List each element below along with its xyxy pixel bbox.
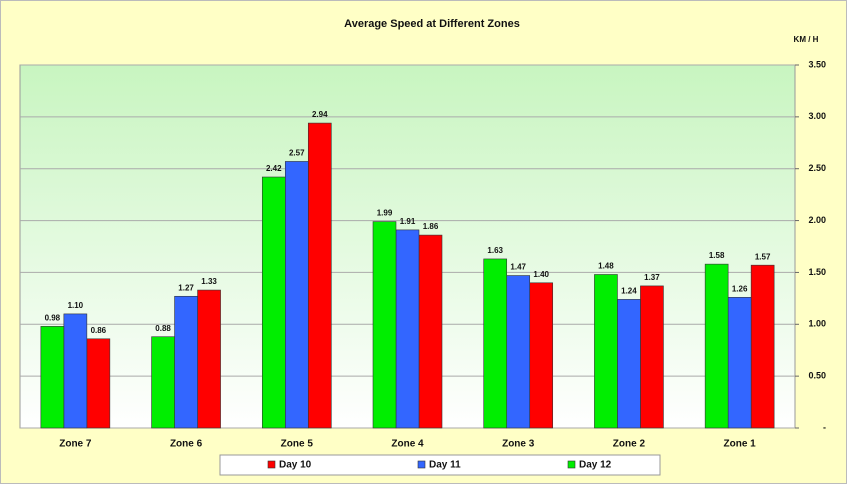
bar xyxy=(284,161,309,429)
bar xyxy=(86,338,111,429)
y-tick-label: 3.50 xyxy=(808,59,826,69)
bar xyxy=(151,336,175,429)
y-tick-label: 1.50 xyxy=(808,267,826,277)
bar xyxy=(372,221,397,429)
value-label: 1.86 xyxy=(423,222,439,231)
x-tick-label: Zone 5 xyxy=(281,439,314,450)
bar xyxy=(750,264,775,429)
value-label: 1.33 xyxy=(201,277,217,286)
legend-swatch xyxy=(267,460,276,469)
value-label: 1.24 xyxy=(621,287,637,296)
bar xyxy=(63,313,88,429)
y-tick-label: 2.50 xyxy=(808,163,826,173)
value-label: 1.57 xyxy=(755,252,771,261)
bar xyxy=(483,258,508,429)
legend-label: Day 12 xyxy=(579,460,612,471)
chart-title: Average Speed at Different Zones xyxy=(344,18,520,30)
y-axis-label: KM / H xyxy=(794,35,819,44)
x-tick-label: Zone 3 xyxy=(502,439,535,450)
y-tick-label: 1.00 xyxy=(808,319,826,329)
x-tick-label: Zone 4 xyxy=(391,439,424,450)
bar xyxy=(704,263,729,429)
y-tick-label: 3.00 xyxy=(808,111,826,121)
bar xyxy=(506,275,531,429)
bar xyxy=(418,234,443,429)
value-label: 0.98 xyxy=(45,313,61,322)
legend-swatch xyxy=(567,460,576,469)
value-label: 1.37 xyxy=(644,273,660,282)
bar xyxy=(174,295,198,429)
legend xyxy=(219,454,661,476)
y-tick-label: 2.00 xyxy=(808,215,826,225)
value-label: 2.94 xyxy=(312,110,328,119)
bar xyxy=(727,297,752,429)
value-label: 1.99 xyxy=(377,209,393,218)
bar xyxy=(594,274,618,429)
bar xyxy=(640,285,664,429)
bar xyxy=(197,289,221,429)
value-label: 1.10 xyxy=(68,301,84,310)
y-tick-label: - xyxy=(823,422,826,432)
bar xyxy=(40,326,65,429)
x-tick-label: Zone 2 xyxy=(613,439,646,450)
value-label: 1.91 xyxy=(400,217,416,226)
bar xyxy=(307,122,332,429)
bar xyxy=(529,282,554,429)
value-label: 1.26 xyxy=(732,284,748,293)
value-label: 1.58 xyxy=(709,251,725,260)
bar xyxy=(261,176,286,429)
legend-swatch xyxy=(417,460,426,469)
value-label: 1.40 xyxy=(533,270,549,279)
bar xyxy=(617,299,641,429)
value-label: 2.42 xyxy=(266,164,282,173)
value-label: 1.47 xyxy=(510,263,526,272)
value-label: 1.48 xyxy=(598,262,614,271)
value-label: 0.86 xyxy=(91,326,107,335)
value-label: 1.27 xyxy=(178,283,194,292)
x-tick-label: Zone 7 xyxy=(59,439,92,450)
legend-label: Day 10 xyxy=(279,460,312,471)
value-label: 1.63 xyxy=(487,246,503,255)
value-label: 0.88 xyxy=(155,324,171,333)
bar xyxy=(395,229,420,429)
legend-label: Day 11 xyxy=(429,460,461,471)
y-tick-label: 0.50 xyxy=(808,371,826,381)
x-tick-label: Zone 6 xyxy=(170,439,203,450)
value-label: 2.57 xyxy=(289,149,305,158)
x-tick-label: Zone 1 xyxy=(724,439,757,450)
